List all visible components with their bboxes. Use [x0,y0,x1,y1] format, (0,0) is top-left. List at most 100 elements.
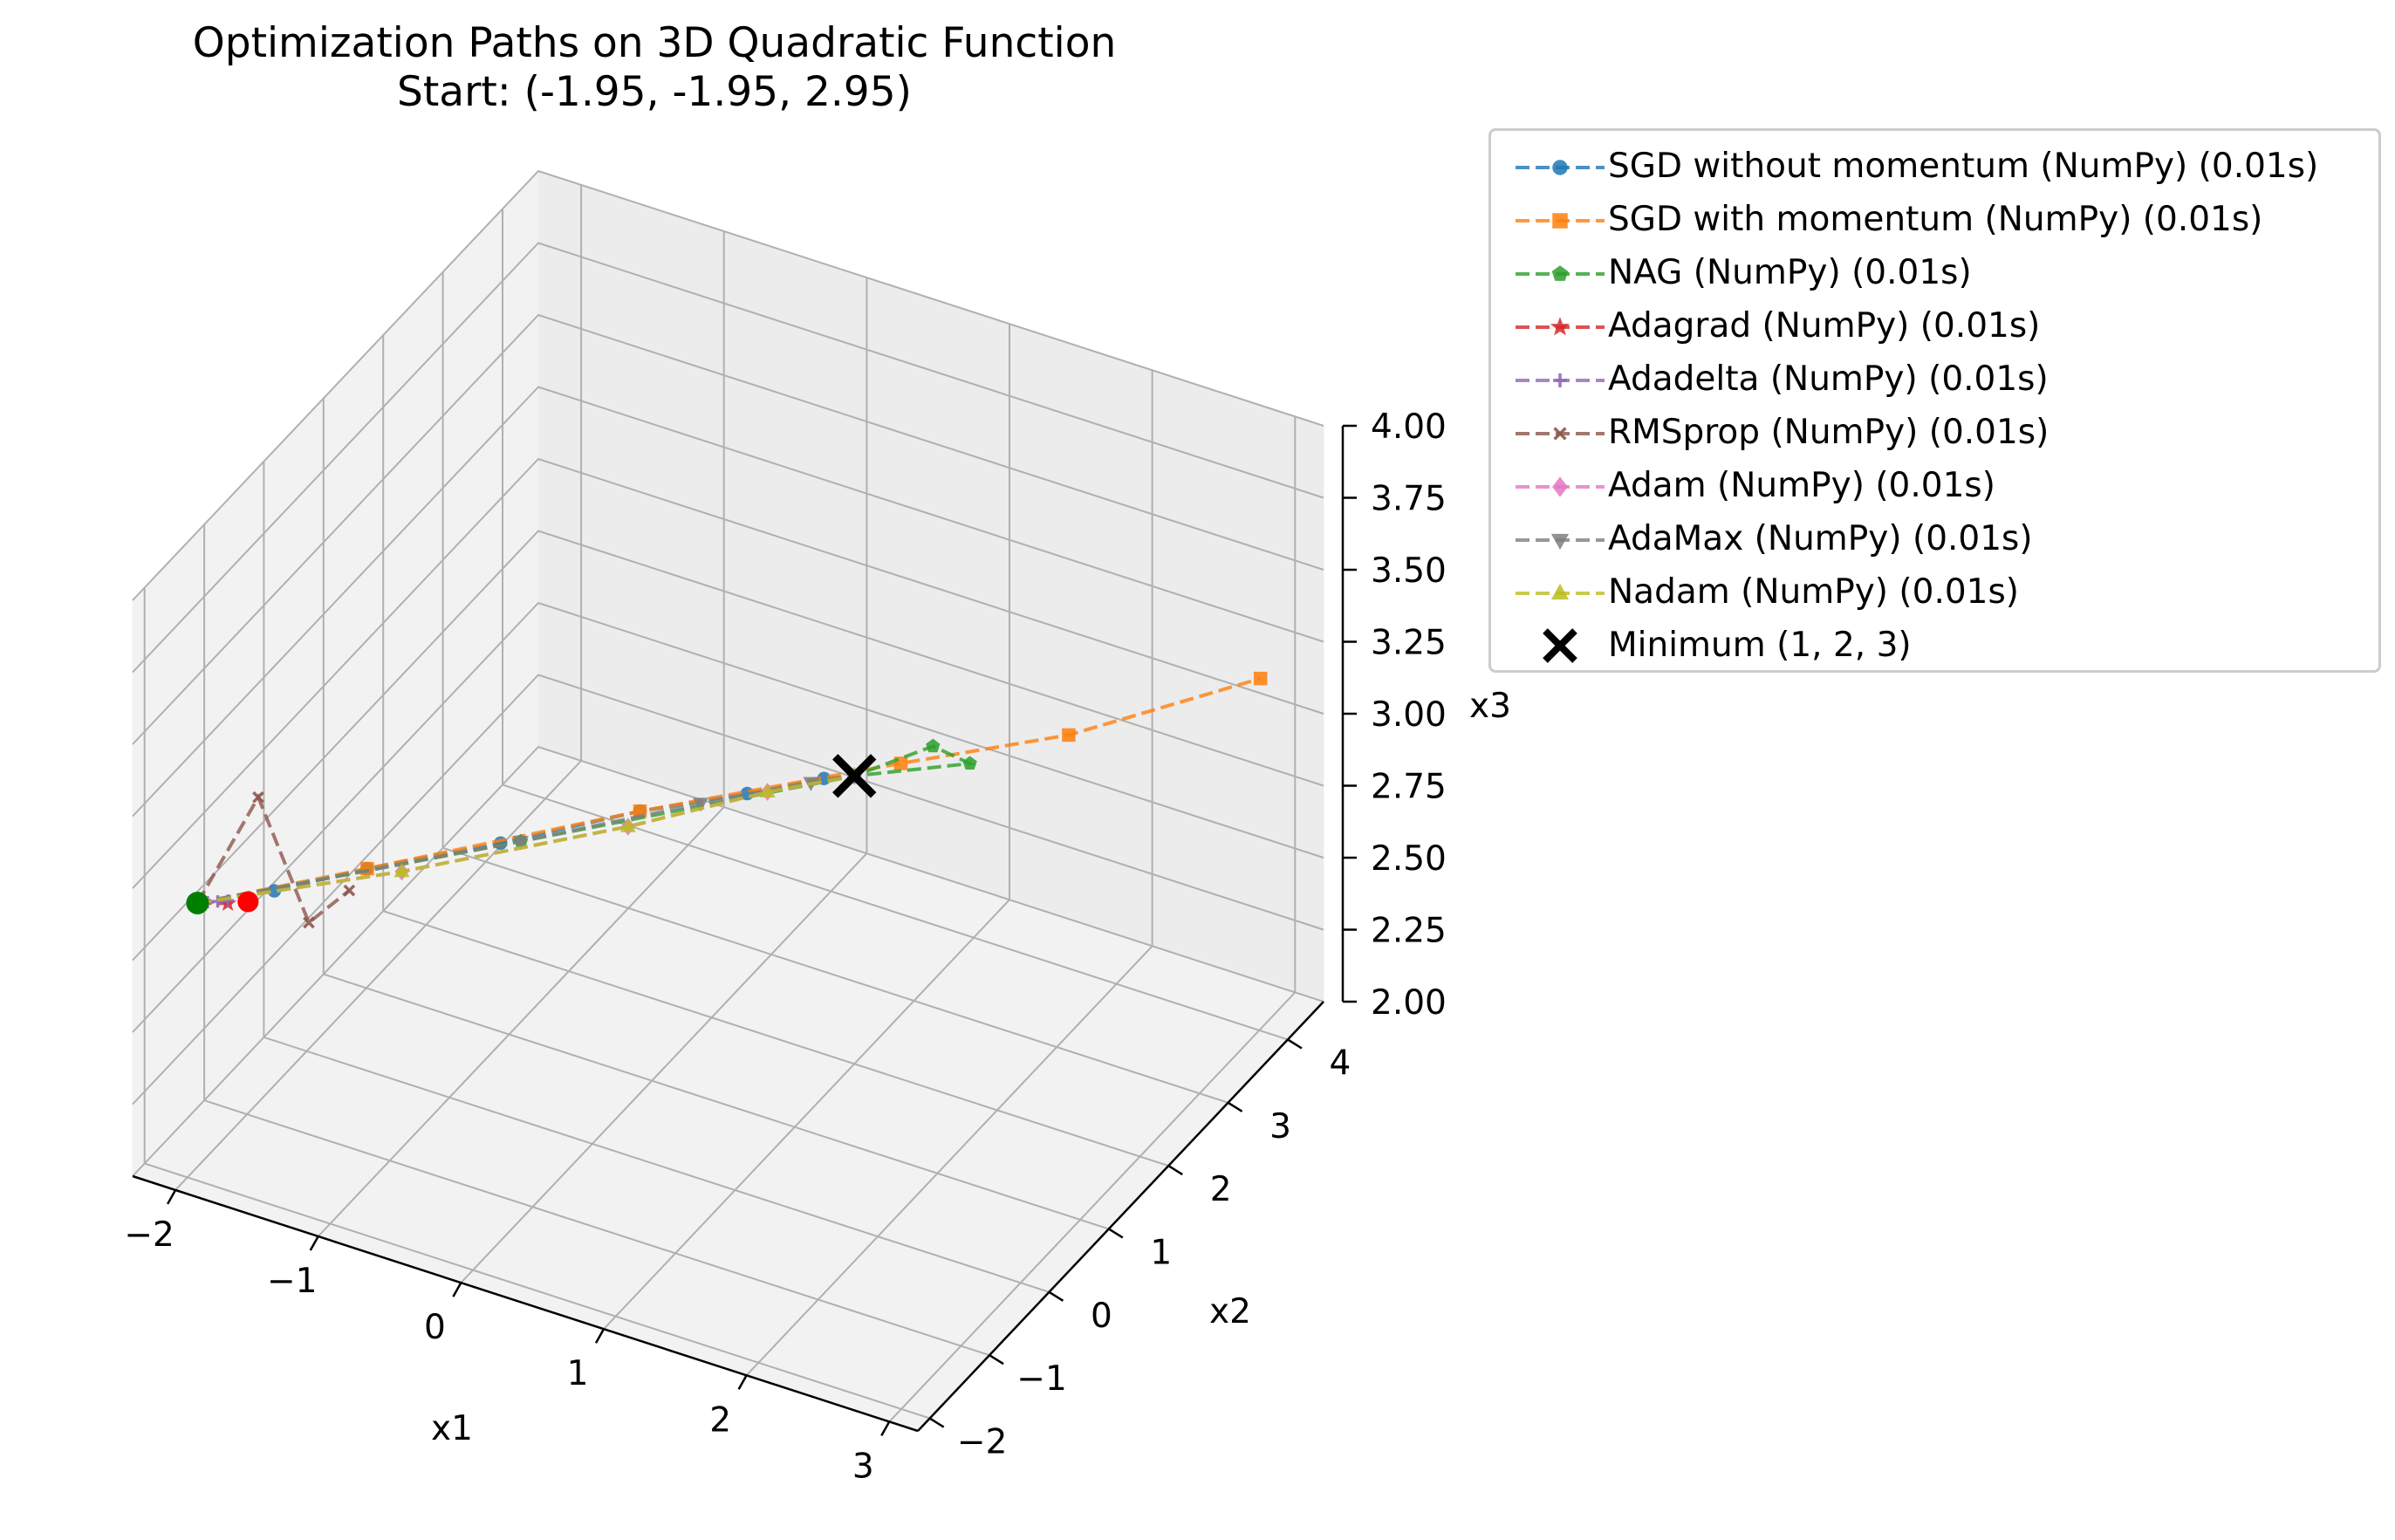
x-tick-label: −1 [267,1262,318,1301]
z-axis-label: x3 [1469,687,1511,726]
legend-marker [1552,213,1568,229]
y-tick-label: 3 [1269,1107,1291,1146]
legend-swatch [1516,427,1605,441]
legend-swatch [1516,533,1605,551]
x-tick [880,1420,891,1436]
y-axis-line [917,1001,1324,1432]
y-tick [1227,1101,1243,1112]
legend-label: SGD without momentum (NumPy) (0.01s) [1608,147,2319,186]
y-tick [929,1417,945,1428]
series-point [1253,671,1268,686]
legend-label: AdaMax (NumPy) (0.01s) [1608,519,2033,558]
x-tick-label: 2 [709,1400,731,1440]
grid-line-z [132,674,1324,1105]
series-point [393,862,410,878]
chart-subtitle: Start: (-1.95, -1.95, 2.95) [397,68,912,116]
x-axis-label: x1 [431,1409,473,1448]
adagrad-end-marker [237,891,259,913]
y-tick-label: 4 [1330,1044,1351,1083]
x-tick-label: 3 [852,1447,874,1486]
legend-label: Minimum (1, 2, 3) [1608,626,1912,665]
grid-line-z [132,745,1324,1177]
y-tick [989,1354,1004,1365]
legend-label: NAG (NumPy) (0.01s) [1608,253,1972,292]
z-tick-label: 2.00 [1371,983,1447,1023]
axis-panes [132,169,1324,1432]
x-tick [594,1328,606,1344]
legend-swatch [1543,628,1577,663]
legend-label: Adagrad (NumPy) (0.01s) [1608,306,2041,346]
x-tick [737,1374,748,1390]
legend-swatch [1516,213,1605,229]
legend-item: Adadelta (NumPy) (0.01s) [1491,354,2378,407]
series-point [693,797,709,812]
series-point [962,756,977,770]
x-tick-label: 1 [567,1354,589,1393]
legend-item: AdaMax (NumPy) (0.01s) [1491,514,2378,566]
legend-swatch [1516,265,1605,281]
legend-marker [1550,533,1570,551]
z-tick-label: 4.00 [1371,407,1447,447]
y-tick-label: −2 [957,1423,1008,1462]
legend-marker [1553,373,1567,387]
series-point [759,783,776,797]
y-tick-label: 1 [1150,1233,1172,1272]
x-tick-label: 0 [424,1308,446,1347]
chart-title: Optimization Paths on 3D Quadratic Funct… [192,19,1117,67]
z-tick-label: 3.25 [1371,624,1447,663]
series-point [1062,728,1076,743]
legend-label: SGD with momentum (NumPy) (0.01s) [1608,200,2263,239]
y-tick [1108,1228,1124,1239]
legend-label: Nadam (NumPy) (0.01s) [1608,572,2020,612]
series-point [303,916,315,929]
ticks: −2−10123−2−1012342.002.252.502.753.003.2… [124,407,1447,1486]
legend-item: Adagrad (NumPy) (0.01s) [1491,301,2378,353]
legend-item: SGD without momentum (NumPy) (0.01s) [1491,141,2378,194]
series-point [926,738,941,753]
series-point [252,791,264,804]
legend-item: RMSprop (NumPy) (0.01s) [1491,407,2378,460]
start-point-marker [186,891,209,914]
legend-item: Minimum (1, 2, 3) [1491,620,2378,673]
grid-line-z [132,242,1324,674]
y-tick [1287,1038,1303,1050]
legend-marker [1552,476,1568,497]
y-tick-label: −1 [1016,1359,1067,1399]
legend-item: Nadam (NumPy) (0.01s) [1491,567,2378,619]
series-line [197,774,855,905]
legend-label: Adadelta (NumPy) (0.01s) [1608,359,2049,399]
legend-item: Adam (NumPy) (0.01s) [1491,461,2378,513]
z-tick-label: 3.00 [1371,695,1447,735]
legend-marker [1550,583,1570,600]
z-tick-label: 3.75 [1371,480,1447,519]
legend-label: RMSprop (NumPy) (0.01s) [1608,413,2049,452]
grid-lines [132,169,1324,1423]
legend-marker [1551,265,1569,281]
y-axis-label: x2 [1209,1292,1251,1331]
legend-swatch [1516,373,1605,387]
x-tick-label: −2 [124,1215,174,1255]
legend-item: SGD with momentum (NumPy) (0.01s) [1491,195,2378,247]
y-tick-label: 2 [1210,1170,1232,1209]
z-tick-label: 2.25 [1371,912,1447,951]
legend-label: Adam (NumPy) (0.01s) [1608,466,1995,505]
x-tick [452,1282,462,1297]
legend-marker [1550,317,1570,336]
grid-line-z [132,313,1324,745]
minimum-marker [832,754,877,798]
x-axis-line [132,1174,919,1433]
series-line [195,793,351,926]
grid-line-z [132,457,1324,889]
z-tick-label: 2.50 [1371,839,1447,879]
x-tick [167,1189,177,1205]
legend-swatch [1516,476,1605,497]
z-tick-label: 2.75 [1371,768,1447,807]
legend-marker [1543,628,1577,663]
legend-item: NAG (NumPy) (0.01s) [1491,248,2378,300]
legend-marker [1552,160,1568,175]
z-tick-label: 3.50 [1371,551,1447,591]
legend-swatch [1516,317,1605,336]
legend: SGD without momentum (NumPy) (0.01s) SGD … [1488,128,2381,673]
grid-line-z [132,169,1324,601]
